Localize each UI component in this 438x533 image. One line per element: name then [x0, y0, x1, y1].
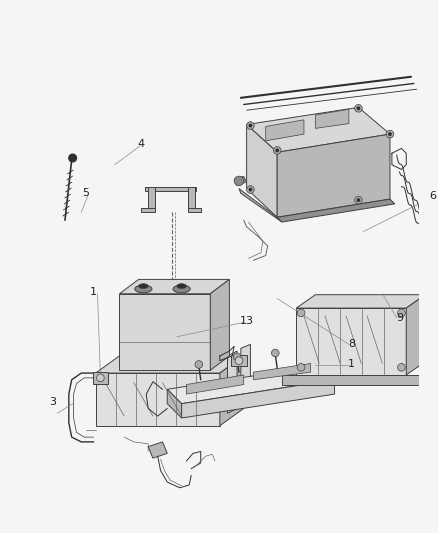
Polygon shape	[167, 389, 182, 418]
Polygon shape	[95, 356, 244, 373]
Polygon shape	[420, 361, 438, 384]
Polygon shape	[406, 295, 425, 375]
Ellipse shape	[177, 284, 187, 288]
Polygon shape	[247, 107, 390, 152]
Polygon shape	[95, 373, 220, 426]
Circle shape	[235, 357, 243, 365]
Polygon shape	[182, 380, 335, 418]
Circle shape	[386, 130, 394, 138]
Circle shape	[69, 154, 77, 162]
Circle shape	[96, 374, 104, 382]
Circle shape	[388, 132, 392, 136]
Polygon shape	[210, 279, 230, 370]
Circle shape	[398, 309, 405, 317]
Polygon shape	[188, 187, 195, 208]
Text: 4: 4	[138, 139, 145, 149]
Circle shape	[247, 185, 254, 193]
Circle shape	[357, 107, 360, 110]
Polygon shape	[239, 189, 282, 222]
Polygon shape	[187, 375, 244, 394]
Circle shape	[234, 176, 244, 185]
Ellipse shape	[173, 285, 190, 293]
Polygon shape	[220, 356, 244, 426]
Circle shape	[297, 364, 305, 371]
Text: 8: 8	[348, 340, 355, 350]
Text: 3: 3	[49, 397, 56, 407]
Circle shape	[195, 361, 203, 368]
Polygon shape	[277, 199, 395, 222]
Polygon shape	[167, 366, 335, 403]
Polygon shape	[188, 208, 201, 213]
Text: 5: 5	[82, 188, 89, 198]
Polygon shape	[148, 187, 155, 208]
Ellipse shape	[135, 285, 152, 293]
Polygon shape	[247, 125, 277, 217]
Polygon shape	[145, 187, 196, 191]
Circle shape	[297, 309, 305, 317]
Circle shape	[355, 196, 362, 204]
Polygon shape	[148, 442, 167, 458]
Circle shape	[233, 353, 241, 361]
Circle shape	[247, 122, 254, 130]
Polygon shape	[253, 364, 311, 380]
Polygon shape	[227, 351, 237, 413]
Text: 1: 1	[90, 287, 97, 297]
Circle shape	[272, 349, 279, 357]
Text: 3: 3	[436, 427, 438, 438]
Polygon shape	[241, 344, 251, 406]
Circle shape	[273, 147, 281, 154]
Polygon shape	[120, 279, 230, 294]
Polygon shape	[231, 355, 247, 366]
Circle shape	[248, 188, 252, 191]
Circle shape	[355, 104, 362, 112]
Polygon shape	[93, 372, 108, 384]
Polygon shape	[315, 109, 349, 128]
Polygon shape	[141, 208, 155, 213]
Polygon shape	[120, 294, 210, 370]
Polygon shape	[282, 375, 420, 384]
Polygon shape	[297, 308, 406, 375]
Ellipse shape	[138, 284, 148, 288]
Polygon shape	[266, 120, 304, 141]
Polygon shape	[297, 295, 425, 308]
Text: 9: 9	[396, 313, 403, 322]
Circle shape	[398, 364, 405, 371]
Text: 1: 1	[348, 359, 355, 368]
Polygon shape	[277, 134, 390, 217]
Polygon shape	[234, 176, 247, 185]
Circle shape	[357, 198, 360, 202]
Text: 6: 6	[430, 191, 437, 201]
Text: 13: 13	[240, 316, 254, 326]
Circle shape	[248, 124, 252, 127]
Circle shape	[275, 149, 279, 152]
